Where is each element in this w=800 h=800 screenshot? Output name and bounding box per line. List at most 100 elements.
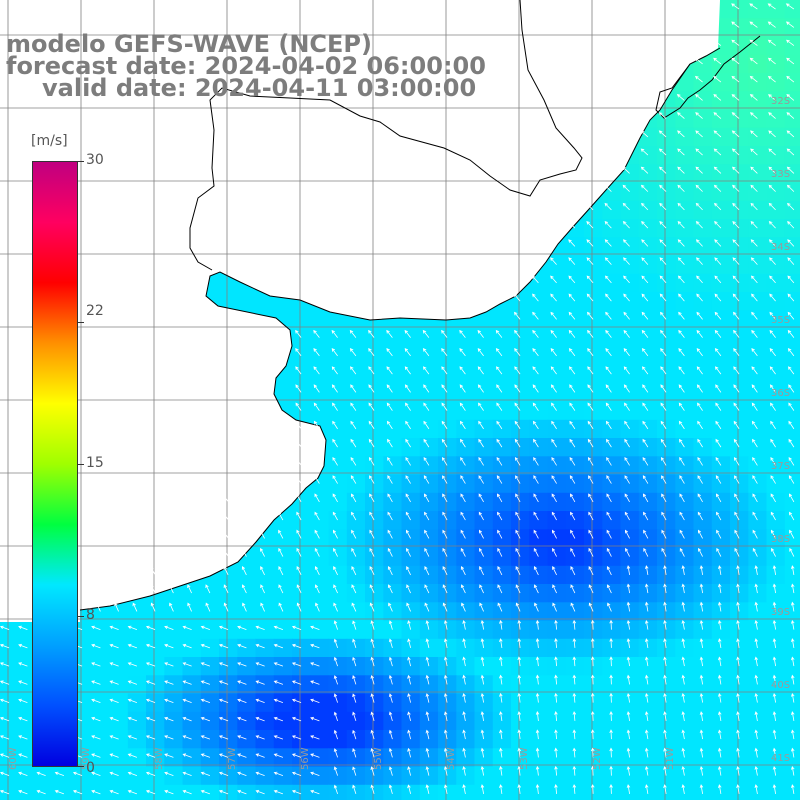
field-cell [511,456,530,476]
wind-arrow [626,729,631,740]
wind-arrow [645,565,649,575]
wind-arrow [681,711,686,721]
lon-label: 52W [592,747,603,770]
field-cell [200,748,220,768]
field-cell [511,584,530,603]
field-cell [675,730,695,749]
wind-arrow [333,656,338,667]
field-cell [365,657,384,676]
field-cell [620,638,640,658]
field-cell [766,638,786,658]
field-cell [310,584,330,603]
wind-arrow [569,456,576,466]
wind-arrow [496,402,503,411]
wind-arrow [499,747,503,758]
field-cell [383,730,403,749]
field-cell [584,365,603,384]
field-cell [438,419,457,439]
field-cell [657,565,676,585]
field-cell [784,748,800,768]
wind-arrow [514,329,521,338]
wind-arrow [164,753,174,758]
wind-arrow [736,674,740,685]
field-cell [638,693,658,713]
wind-arrow [333,729,338,740]
wind-arrow [332,493,338,503]
wind-arrow [182,753,192,758]
field-cell [529,419,549,439]
wind-arrow [713,148,722,156]
wind-arrow [535,784,540,794]
wind-arrow [368,456,375,466]
field-cell [492,657,512,676]
field-cell [766,109,786,129]
field-cell [693,584,713,603]
field-cell [383,565,403,585]
wind-arrow [54,771,65,776]
wind-arrow [291,625,302,630]
field-cell [36,766,56,786]
wind-arrow [314,493,320,503]
field-cell [675,565,695,585]
wind-arrow [749,39,758,46]
field-cell [784,292,800,311]
wind-arrow [168,566,174,576]
wind-arrow [658,130,667,138]
field-cell [547,383,567,403]
field-cell [584,292,603,311]
field-cell [292,383,311,403]
field-cell [620,419,640,439]
wind-arrow [787,257,795,265]
wind-arrow [424,511,430,521]
wind-arrow [626,583,631,594]
field-cell [748,766,768,786]
wind-arrow [569,420,576,430]
wind-arrow [368,402,375,411]
field-cell [365,456,384,476]
field-cell [255,693,275,713]
field-cell [675,383,695,403]
wind-arrow [604,184,612,192]
wind-arrow [697,475,703,484]
field-cell [675,748,695,768]
wind-arrow [714,311,722,320]
wind-arrow [314,547,320,557]
wind-arrow [333,620,338,630]
wind-arrow [314,475,320,484]
wind-arrow [609,784,613,794]
field-cell [328,346,348,366]
field-cell [784,346,800,366]
wind-arrow [478,475,484,484]
wind-arrow [716,547,722,557]
field-cell [547,565,567,585]
field-cell [638,511,658,530]
field-cell [657,511,676,530]
field-cell [492,529,512,549]
field-cell [401,511,421,530]
field-cell [602,310,622,330]
wind-arrow [459,420,466,430]
wind-arrow [200,680,211,685]
wind-arrow [370,638,375,649]
wind-arrow [624,475,630,484]
field-cell [511,565,530,585]
field-cell [383,529,403,549]
field-cell [784,602,800,622]
field-cell [620,292,640,311]
wind-arrow [605,420,612,430]
wind-arrow [590,729,595,740]
field-cell [456,730,476,749]
field-cell [620,328,640,348]
field-cell [219,584,238,603]
field-cell [693,602,713,622]
wind-arrow [91,625,101,630]
wind-arrow [145,698,156,703]
field-cell [638,438,658,457]
wind-arrow [462,619,466,630]
wind-arrow [425,638,430,648]
field-cell [547,273,567,293]
wind-arrow [713,75,722,83]
wind-arrow [678,293,685,302]
wind-arrow [772,711,777,721]
wind-arrow [754,692,759,703]
